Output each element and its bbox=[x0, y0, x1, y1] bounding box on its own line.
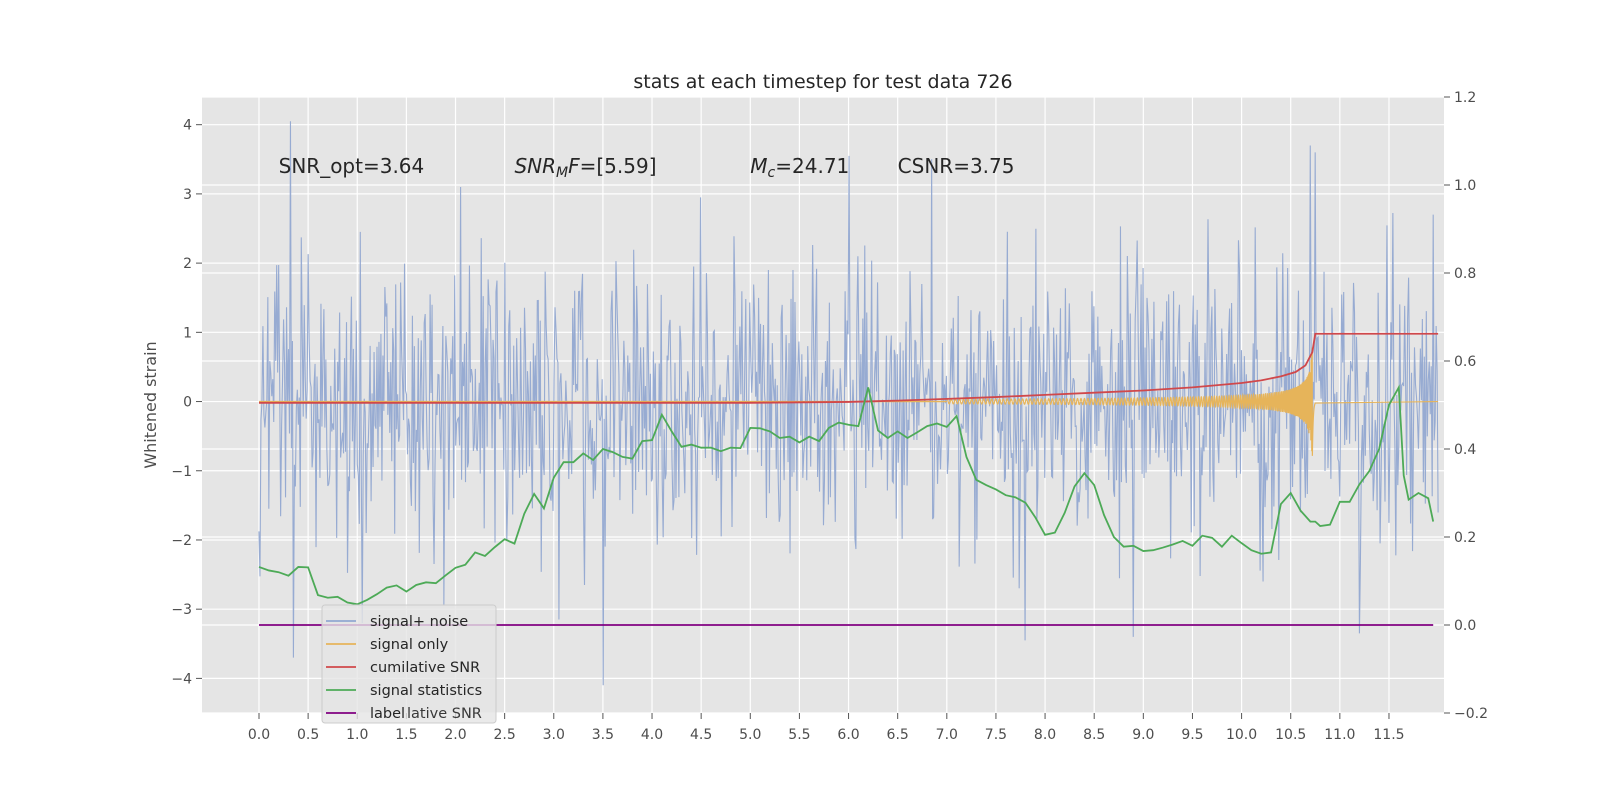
legend: signal+ noise signal only cumilative SNR si… bbox=[321, 604, 497, 724]
y-tick-label: 0 bbox=[183, 395, 192, 411]
x-tick-label: 2.5 bbox=[494, 727, 516, 743]
legend-entry: signal+ noise bbox=[370, 614, 468, 630]
y-axis-right: −0.2 0.0 0.2 0.4 0.6 0.8 1.0 1.2 bbox=[1444, 90, 1488, 722]
annotation: CSNR=3.75 bbox=[898, 154, 1015, 178]
y-tick-label: 4 bbox=[183, 118, 192, 134]
x-axis: 0.0 0.5 1.0 1.5 2.0 2.5 3.0 3.5 4.0 4.5 5.0 5.5 6.0 6… bbox=[248, 713, 1405, 743]
y-tick-label: 3 bbox=[183, 187, 192, 203]
signal-noise-series bbox=[258, 121, 1439, 686]
x-tick-label: 6.0 bbox=[837, 727, 859, 743]
signal-only-line bbox=[946, 347, 1439, 456]
y-tick-label: 1 bbox=[183, 325, 192, 341]
legend-box bbox=[321, 604, 497, 724]
x-tick-label: 2.0 bbox=[444, 727, 466, 743]
y-right-tick-label: −0.2 bbox=[1454, 706, 1488, 722]
annotations: SNR_opt=3.64 SNRMF=[5.59] Mc=24.71 CSNR=3.7… bbox=[279, 154, 1015, 181]
y-tick-label: −2 bbox=[171, 533, 192, 549]
y-tick-label: −1 bbox=[171, 464, 192, 480]
x-tick-label: 6.5 bbox=[887, 727, 909, 743]
legend-entry: label bbox=[370, 706, 405, 722]
y-tick-label: 2 bbox=[183, 256, 192, 272]
y-axis-label: Whitened strain bbox=[141, 341, 160, 468]
y-right-tick-label: 0.4 bbox=[1454, 442, 1476, 458]
x-tick-label: 7.0 bbox=[936, 727, 958, 743]
y-tick-label: −3 bbox=[171, 602, 192, 618]
y-right-tick-label: 1.2 bbox=[1454, 90, 1476, 106]
x-tick-label: 4.0 bbox=[641, 727, 663, 743]
signal-statistics-line bbox=[258, 384, 1435, 606]
x-tick-label: 3.0 bbox=[543, 727, 565, 743]
x-tick-label: 4.5 bbox=[690, 727, 712, 743]
x-tick-label: 8.5 bbox=[1083, 727, 1105, 743]
y-right-tick-label: 0.8 bbox=[1454, 266, 1476, 282]
x-tick-label: 5.5 bbox=[788, 727, 810, 743]
y-tick-label: −4 bbox=[171, 671, 192, 687]
legend-entry: cumilative SNR bbox=[370, 660, 480, 676]
y-right-tick-label: 0.6 bbox=[1454, 354, 1476, 370]
legend-entry: signal only bbox=[370, 637, 449, 653]
y-right-tick-label: 0.0 bbox=[1454, 618, 1476, 634]
y-right-tick-label: 1.0 bbox=[1454, 178, 1476, 194]
x-tick-label: 3.5 bbox=[592, 727, 614, 743]
annotation: Mc=24.71 bbox=[750, 154, 849, 181]
x-tick-label: 10.5 bbox=[1275, 727, 1306, 743]
chart-title: stats at each timestep for test data 726 bbox=[633, 71, 1012, 93]
x-tick-label: 9.0 bbox=[1132, 727, 1154, 743]
x-tick-label: 1.0 bbox=[346, 727, 368, 743]
x-tick-label: 7.5 bbox=[985, 727, 1007, 743]
x-tick-label: 10.0 bbox=[1226, 727, 1257, 743]
x-tick-label: 0.5 bbox=[297, 727, 319, 743]
x-tick-label: 0.0 bbox=[248, 727, 270, 743]
signal-noise-line bbox=[258, 121, 1439, 686]
x-tick-label: 11.5 bbox=[1373, 727, 1404, 743]
x-tick-label: 1.5 bbox=[395, 727, 417, 743]
x-tick-label: 11.0 bbox=[1324, 727, 1355, 743]
x-tick-label: 9.5 bbox=[1181, 727, 1203, 743]
cumilative-snr-line bbox=[258, 332, 1439, 404]
annotation: SNRMF=[5.59] bbox=[514, 154, 656, 181]
y-right-tick-label: 0.2 bbox=[1454, 530, 1476, 546]
legend-entry: signal statistics bbox=[370, 683, 482, 699]
x-tick-label: 8.0 bbox=[1034, 727, 1056, 743]
annotation: SNR_opt=3.64 bbox=[279, 154, 425, 178]
x-tick-label: 5.0 bbox=[739, 727, 761, 743]
y-axis-left: −4 −3 −2 −1 0 1 2 3 4 bbox=[171, 118, 202, 687]
legend-faded-text: lative SNR bbox=[407, 706, 482, 722]
